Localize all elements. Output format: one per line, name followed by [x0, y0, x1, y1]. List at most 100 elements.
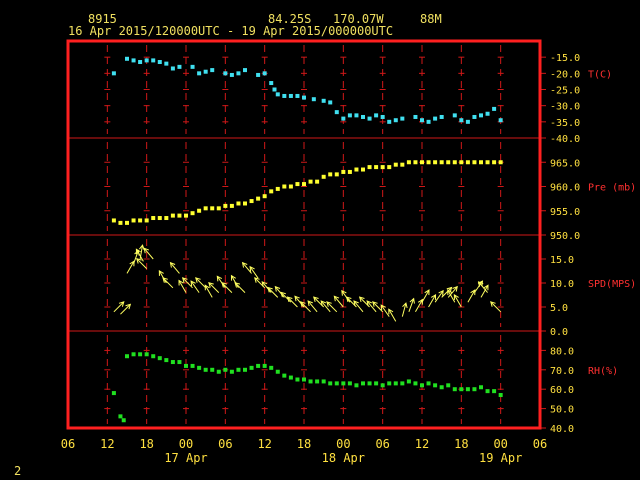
- temperature-point: [334, 110, 339, 115]
- wind-arrow-head: [234, 281, 241, 288]
- pressure-point: [236, 201, 241, 206]
- wind-arrow-head: [326, 301, 332, 307]
- temperature-point: [341, 116, 346, 121]
- wind-arrow-head: [249, 265, 255, 272]
- x-tick-label: 12: [415, 437, 429, 451]
- wind-arrow-shaft: [113, 301, 125, 313]
- x-tick-label: 06: [61, 437, 75, 451]
- temperature-point: [433, 116, 438, 121]
- wind-arrow-shaft: [120, 303, 131, 315]
- pressure-point: [197, 208, 202, 213]
- pressure-point: [275, 186, 280, 191]
- rh-point: [361, 381, 365, 386]
- x-tick-label: 18: [139, 437, 153, 451]
- pressure-point: [144, 218, 149, 223]
- rh-point: [367, 381, 372, 386]
- rh-point: [426, 381, 431, 386]
- temperature-point: [426, 119, 431, 124]
- wind-arrow-shaft: [182, 277, 193, 289]
- temperature-point: [400, 116, 405, 121]
- temperature-point: [472, 114, 477, 119]
- temperature-point: [288, 93, 293, 98]
- wind-arrow-head: [341, 289, 347, 296]
- wind-arrow-head: [358, 296, 365, 303]
- temperature-point: [380, 114, 385, 119]
- y-tick-label: 50.0: [550, 405, 574, 416]
- rh-point: [236, 367, 241, 372]
- wind-arrow-shaft: [126, 261, 135, 274]
- temperature-point: [125, 56, 129, 61]
- pressure-point: [125, 220, 129, 225]
- pressure-point: [380, 165, 385, 170]
- wind-arrow-shaft: [415, 299, 423, 313]
- pressure-point: [354, 167, 359, 172]
- pressure-point: [433, 160, 438, 165]
- wind-arrow-shaft: [480, 285, 489, 298]
- wind-arrow-head: [118, 301, 125, 307]
- wind-arrow-shaft: [274, 286, 285, 298]
- wind-arrow-head: [431, 293, 437, 300]
- wind-arrow-shaft: [380, 304, 390, 317]
- rh-point: [131, 352, 136, 357]
- pressure-point: [302, 182, 306, 187]
- wind-arrow-head: [470, 289, 476, 296]
- wind-arrow-head: [424, 289, 430, 296]
- rh-point: [121, 418, 126, 423]
- x-tick-label: 00: [336, 437, 350, 451]
- temperature-point: [197, 71, 202, 76]
- x-tick-label: 18: [297, 437, 311, 451]
- y-tick-label: 40.0: [550, 424, 574, 435]
- pressure-point: [295, 182, 300, 187]
- x-tick-label: 06: [218, 437, 232, 451]
- rh-point: [144, 352, 149, 357]
- pressure-point: [243, 201, 247, 206]
- wind-arrow-head: [190, 280, 196, 287]
- temperature-point: [347, 113, 352, 118]
- wind-arrow-head: [313, 296, 319, 303]
- pressure-point: [347, 169, 352, 174]
- pressure-point: [374, 165, 379, 170]
- temperature-point: [420, 118, 424, 123]
- wind-arrow-head: [409, 297, 415, 304]
- wind-arrow-head: [345, 296, 352, 303]
- rh-point: [203, 367, 208, 372]
- station-location: 84.25S 170.07W: [268, 12, 384, 26]
- wind-arrow-shaft: [287, 296, 298, 308]
- x-date-label: 17 Apr: [164, 451, 207, 465]
- wind-arrow-shaft: [320, 300, 331, 313]
- y-tick-label: 70.0: [550, 366, 574, 377]
- rh-point: [472, 387, 477, 392]
- pressure-point: [262, 194, 267, 199]
- temperature-point: [177, 64, 182, 69]
- pressure-point: [420, 160, 424, 165]
- wind-arrow-shaft: [136, 258, 148, 269]
- pressure-point: [393, 162, 398, 167]
- wind-arrow-head: [143, 247, 150, 254]
- wind-arrow-head: [477, 281, 484, 287]
- pressure-point: [452, 160, 457, 165]
- pressure-point: [439, 160, 444, 165]
- wind-arrow-shaft: [467, 289, 476, 303]
- pressure-point: [184, 213, 188, 218]
- pressure-point: [216, 206, 221, 211]
- wind-arrow-shaft: [190, 280, 200, 293]
- rh-point: [118, 414, 123, 419]
- pressure-point: [413, 160, 418, 165]
- pressure-point: [177, 213, 182, 218]
- y-tick-label: 10.0: [550, 279, 574, 290]
- wind-arrow-shaft: [267, 287, 279, 298]
- rh-point: [111, 391, 116, 396]
- y-tick-label: 0.0: [550, 327, 568, 338]
- y-tick-label: -30.0: [550, 102, 580, 113]
- rh-point: [157, 356, 162, 361]
- rh-point: [269, 365, 274, 370]
- y-tick-label: -20.0: [550, 69, 580, 80]
- y-tick-label: -40.0: [550, 134, 580, 145]
- pressure-point: [361, 167, 365, 172]
- rh-point: [288, 375, 293, 380]
- pressure-point: [269, 189, 274, 194]
- pressure-point: [282, 184, 287, 189]
- rh-point: [492, 389, 497, 394]
- rh-point: [374, 381, 379, 386]
- rh-point: [177, 360, 182, 365]
